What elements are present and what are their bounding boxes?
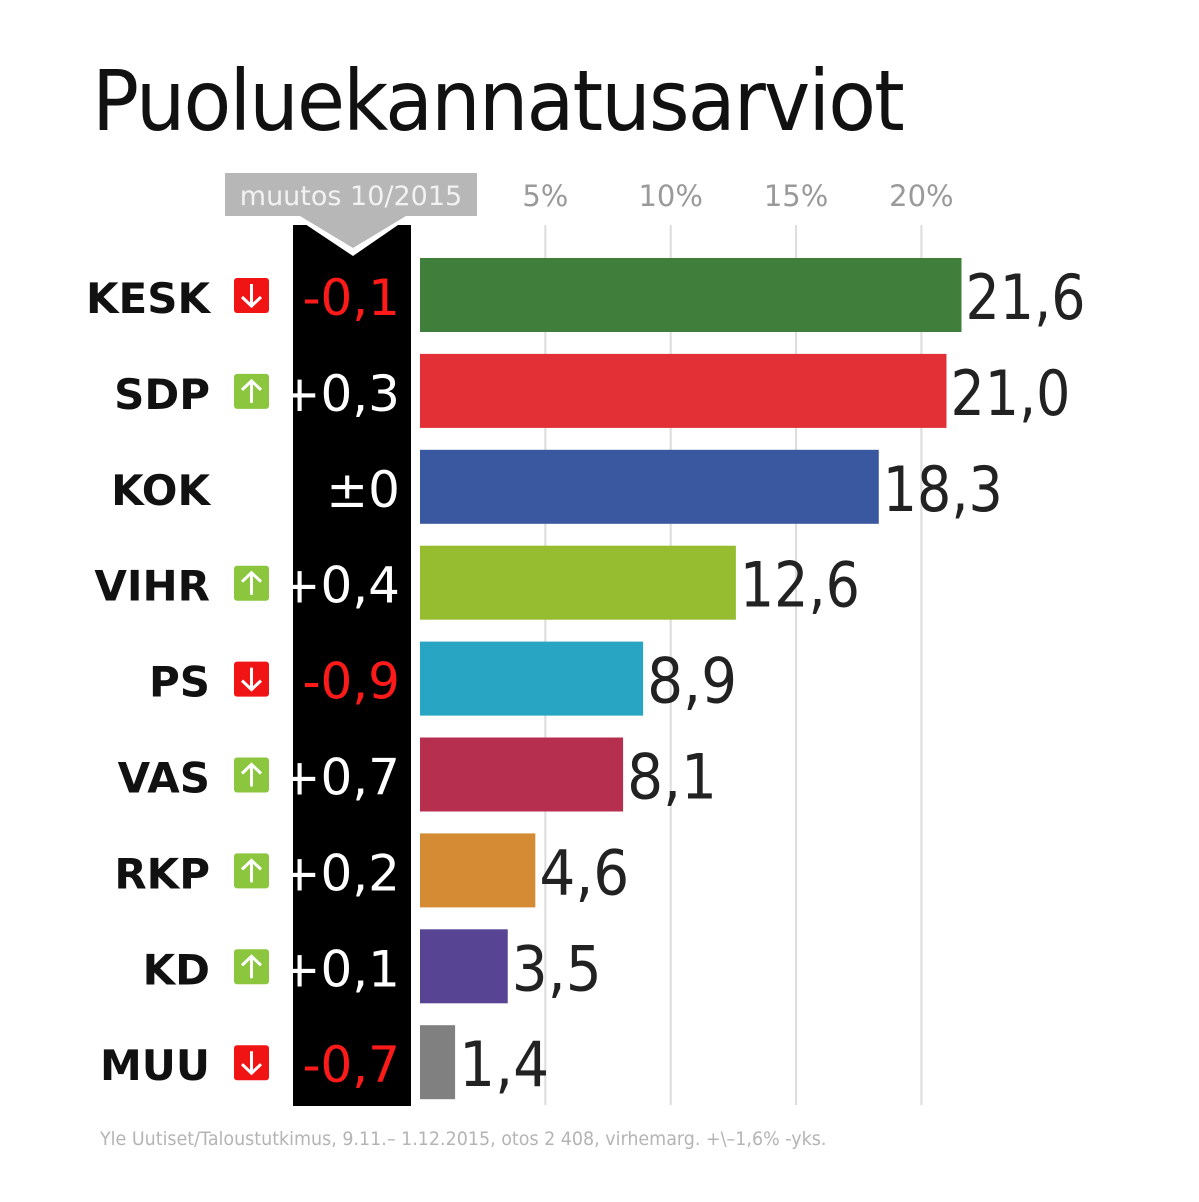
bar-kd xyxy=(420,929,508,1004)
header-pointer xyxy=(300,216,406,248)
party-label: SDP xyxy=(114,370,210,419)
x-tick-label: 20% xyxy=(889,179,953,213)
arrow-glyph xyxy=(240,667,263,692)
party-label: VAS xyxy=(118,754,210,803)
change-value: +0,1 xyxy=(279,940,400,998)
bar-kok xyxy=(420,449,879,524)
arrow-glyph xyxy=(240,570,263,595)
x-tick-label: 10% xyxy=(638,179,702,213)
party-label: PS xyxy=(149,658,210,707)
source-footer: Yle Uutiset/Taloustutkimus, 9.11.– 1.12.… xyxy=(100,1128,827,1150)
change-value: ±0 xyxy=(326,461,400,519)
party-label: KOK xyxy=(111,466,211,515)
change-value: -0,9 xyxy=(302,653,400,711)
arrow-glyph xyxy=(240,378,263,403)
value-label: 1,4 xyxy=(459,1028,549,1101)
x-tick-label: 15% xyxy=(764,179,828,213)
value-label: 18,3 xyxy=(883,453,1003,526)
arrow-glyph xyxy=(240,858,263,883)
party-label: VIHR xyxy=(94,562,210,611)
value-label: 8,9 xyxy=(647,645,737,718)
change-header: muutos 10/2015 xyxy=(240,181,462,212)
bar-sdp xyxy=(420,353,947,428)
change-column xyxy=(293,225,411,1106)
change-value: +0,7 xyxy=(279,749,400,807)
bar-muu xyxy=(420,1025,456,1100)
value-label: 21,6 xyxy=(966,261,1086,334)
value-label: 8,1 xyxy=(627,741,717,814)
party-label: KD xyxy=(143,945,210,994)
party-label: MUU xyxy=(100,1041,210,1090)
value-label: 4,6 xyxy=(539,836,629,909)
change-value: +0,4 xyxy=(279,557,400,615)
bar-vihr xyxy=(420,545,736,620)
bar-ps xyxy=(420,641,644,716)
change-value: +0,2 xyxy=(279,844,400,902)
bar-rkp xyxy=(420,833,536,908)
arrow-glyph xyxy=(240,762,263,787)
party-label: KESK xyxy=(86,274,211,323)
value-label: 12,6 xyxy=(740,549,860,622)
change-header-box xyxy=(225,173,477,216)
arrow-glyph xyxy=(240,284,263,309)
change-value: -0,1 xyxy=(302,269,400,327)
arrow-glyph xyxy=(240,954,263,979)
bar-kesk xyxy=(420,258,962,332)
value-label: 3,5 xyxy=(512,932,602,1005)
change-value: -0,7 xyxy=(302,1036,400,1094)
change-value: +0,3 xyxy=(279,365,400,423)
bar-vas xyxy=(420,737,624,812)
party-label: RKP xyxy=(114,849,210,898)
chart-title: Puoluekannatusarviot xyxy=(92,52,905,150)
x-tick-label: 5% xyxy=(522,179,568,213)
arrow-glyph xyxy=(240,1051,263,1076)
value-label: 21,0 xyxy=(950,357,1070,430)
